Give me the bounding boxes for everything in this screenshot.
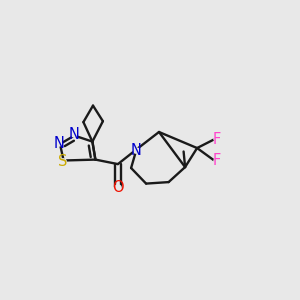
Text: N: N: [131, 143, 142, 158]
Ellipse shape: [55, 140, 63, 147]
Ellipse shape: [70, 131, 78, 138]
Ellipse shape: [133, 147, 140, 154]
Text: N: N: [69, 127, 80, 142]
Ellipse shape: [213, 136, 221, 142]
Ellipse shape: [114, 184, 122, 191]
Text: F: F: [213, 131, 221, 146]
Ellipse shape: [213, 157, 221, 164]
Text: O: O: [112, 180, 124, 195]
Text: N: N: [53, 136, 64, 151]
Text: F: F: [213, 153, 221, 168]
Text: S: S: [58, 154, 68, 169]
Ellipse shape: [59, 158, 67, 165]
